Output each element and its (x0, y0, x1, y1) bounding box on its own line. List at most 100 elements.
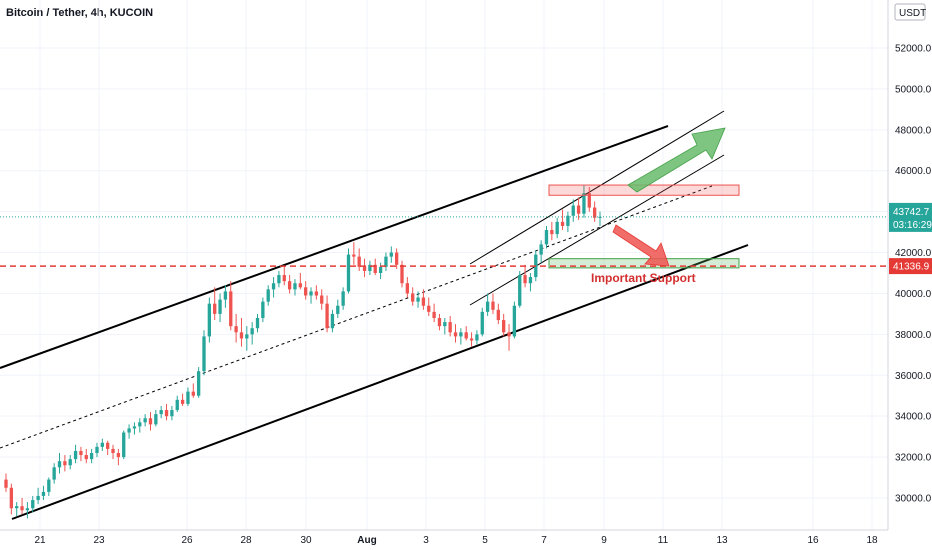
candle-body (357, 256, 361, 267)
candle-body (84, 455, 88, 460)
time-tick-label: 16 (807, 535, 819, 546)
time-tick-label: Aug (357, 535, 376, 546)
candle-body (314, 291, 319, 296)
time-tick-label: 13 (716, 535, 728, 546)
channel-midline (0, 185, 713, 449)
candle-body (245, 334, 249, 339)
candle-body (250, 328, 254, 335)
candle-body (287, 281, 292, 290)
price-tick-label: 48000.0 (895, 125, 932, 136)
price-axis-bg (888, 0, 932, 550)
candle-body (261, 301, 265, 318)
candle-body (175, 399, 179, 411)
candle-body (73, 450, 78, 460)
price-axis[interactable]: 30000.0 32000.0 34000.0 36000.0 38000.0 40000… (887, 0, 932, 550)
time-tick-label: 23 (93, 535, 105, 546)
candle-body (138, 422, 142, 427)
candle-body (368, 264, 372, 271)
candle-body (298, 283, 302, 288)
candle-body (485, 301, 490, 312)
candle-body (111, 448, 115, 453)
candle-body (154, 414, 158, 425)
candle-body (437, 318, 442, 327)
candle-body (389, 252, 393, 257)
candle-body (459, 332, 463, 337)
candle-body (271, 283, 276, 290)
candle-body (330, 313, 335, 329)
time-tick-label: 30 (300, 535, 312, 546)
candle-body (223, 291, 228, 300)
candles (4, 185, 602, 519)
candle-body (341, 291, 345, 306)
price-tick-label: 34000.0 (895, 412, 932, 423)
candle-body (15, 506, 19, 509)
candle-body (20, 506, 24, 511)
chart-title: Bitcoin / Tether, 4h, KUCOIN (6, 7, 154, 19)
time-tick-label: 18 (866, 535, 878, 546)
candle-body (346, 254, 351, 292)
candle-body (106, 442, 110, 449)
last-price-label: 43742.7 (893, 207, 930, 218)
candle-body (277, 275, 281, 284)
candle-body (79, 450, 83, 456)
price-tick-label: 42000.0 (895, 248, 932, 259)
candle-body (325, 303, 329, 329)
candle-body (421, 297, 426, 306)
price-tick-label: 40000.0 (895, 289, 932, 300)
support-annotation: Important Support (591, 271, 696, 285)
candle-body (582, 193, 586, 214)
candle-body (384, 256, 388, 267)
candle-body (544, 230, 549, 245)
candle-body (164, 410, 169, 417)
candle-body (560, 221, 565, 226)
price-tick-label: 32000.0 (895, 453, 932, 464)
candle-body (528, 277, 533, 284)
inner-lower-line (469, 154, 725, 306)
support-price-label: 41336.9 (893, 262, 930, 273)
candle-body (100, 442, 104, 447)
support-price-badge (889, 258, 932, 275)
candle-body (448, 322, 452, 333)
candle-body (469, 338, 474, 341)
candle-body (116, 453, 121, 458)
candle-body (159, 410, 163, 415)
candle-body (170, 410, 174, 417)
candle-body (378, 266, 383, 273)
currency-badge (894, 3, 926, 21)
grid (0, 0, 888, 530)
time-axis[interactable]: 21 23 26 28 30 Aug 3 5 7 9 11 13 16 18 (0, 529, 888, 546)
candle-body (122, 432, 126, 458)
lower-channel-line (11, 244, 749, 520)
inner-upper-line (469, 110, 725, 265)
price-tick-label: 30000.0 (895, 494, 932, 505)
candle-body (186, 391, 190, 404)
candle-body (293, 283, 297, 290)
candle-body (480, 311, 484, 335)
candle-body (207, 303, 212, 337)
candle-body (523, 275, 527, 284)
candle-body (132, 426, 137, 429)
candle-body (36, 495, 40, 501)
candle-body (362, 266, 367, 271)
red-arrow (612, 224, 670, 267)
support-zone (548, 258, 740, 269)
candle-body (400, 264, 404, 284)
candle-body (47, 479, 51, 492)
candle-body (266, 289, 270, 302)
candle-body (539, 244, 543, 255)
candle-body (566, 215, 570, 226)
price-tick-label: 50000.0 (895, 84, 932, 95)
candle-body (373, 264, 377, 273)
candle-body (309, 291, 313, 296)
candle-body (218, 299, 222, 314)
candle-body (25, 508, 30, 511)
candle-body (411, 293, 415, 302)
candle-body (592, 207, 597, 218)
candle-body (432, 311, 436, 318)
candle-body (502, 320, 506, 333)
candle-body (9, 487, 14, 509)
price-tick-label: 52000.0 (895, 44, 932, 55)
candle-body (576, 205, 581, 214)
candle-body (234, 326, 238, 333)
